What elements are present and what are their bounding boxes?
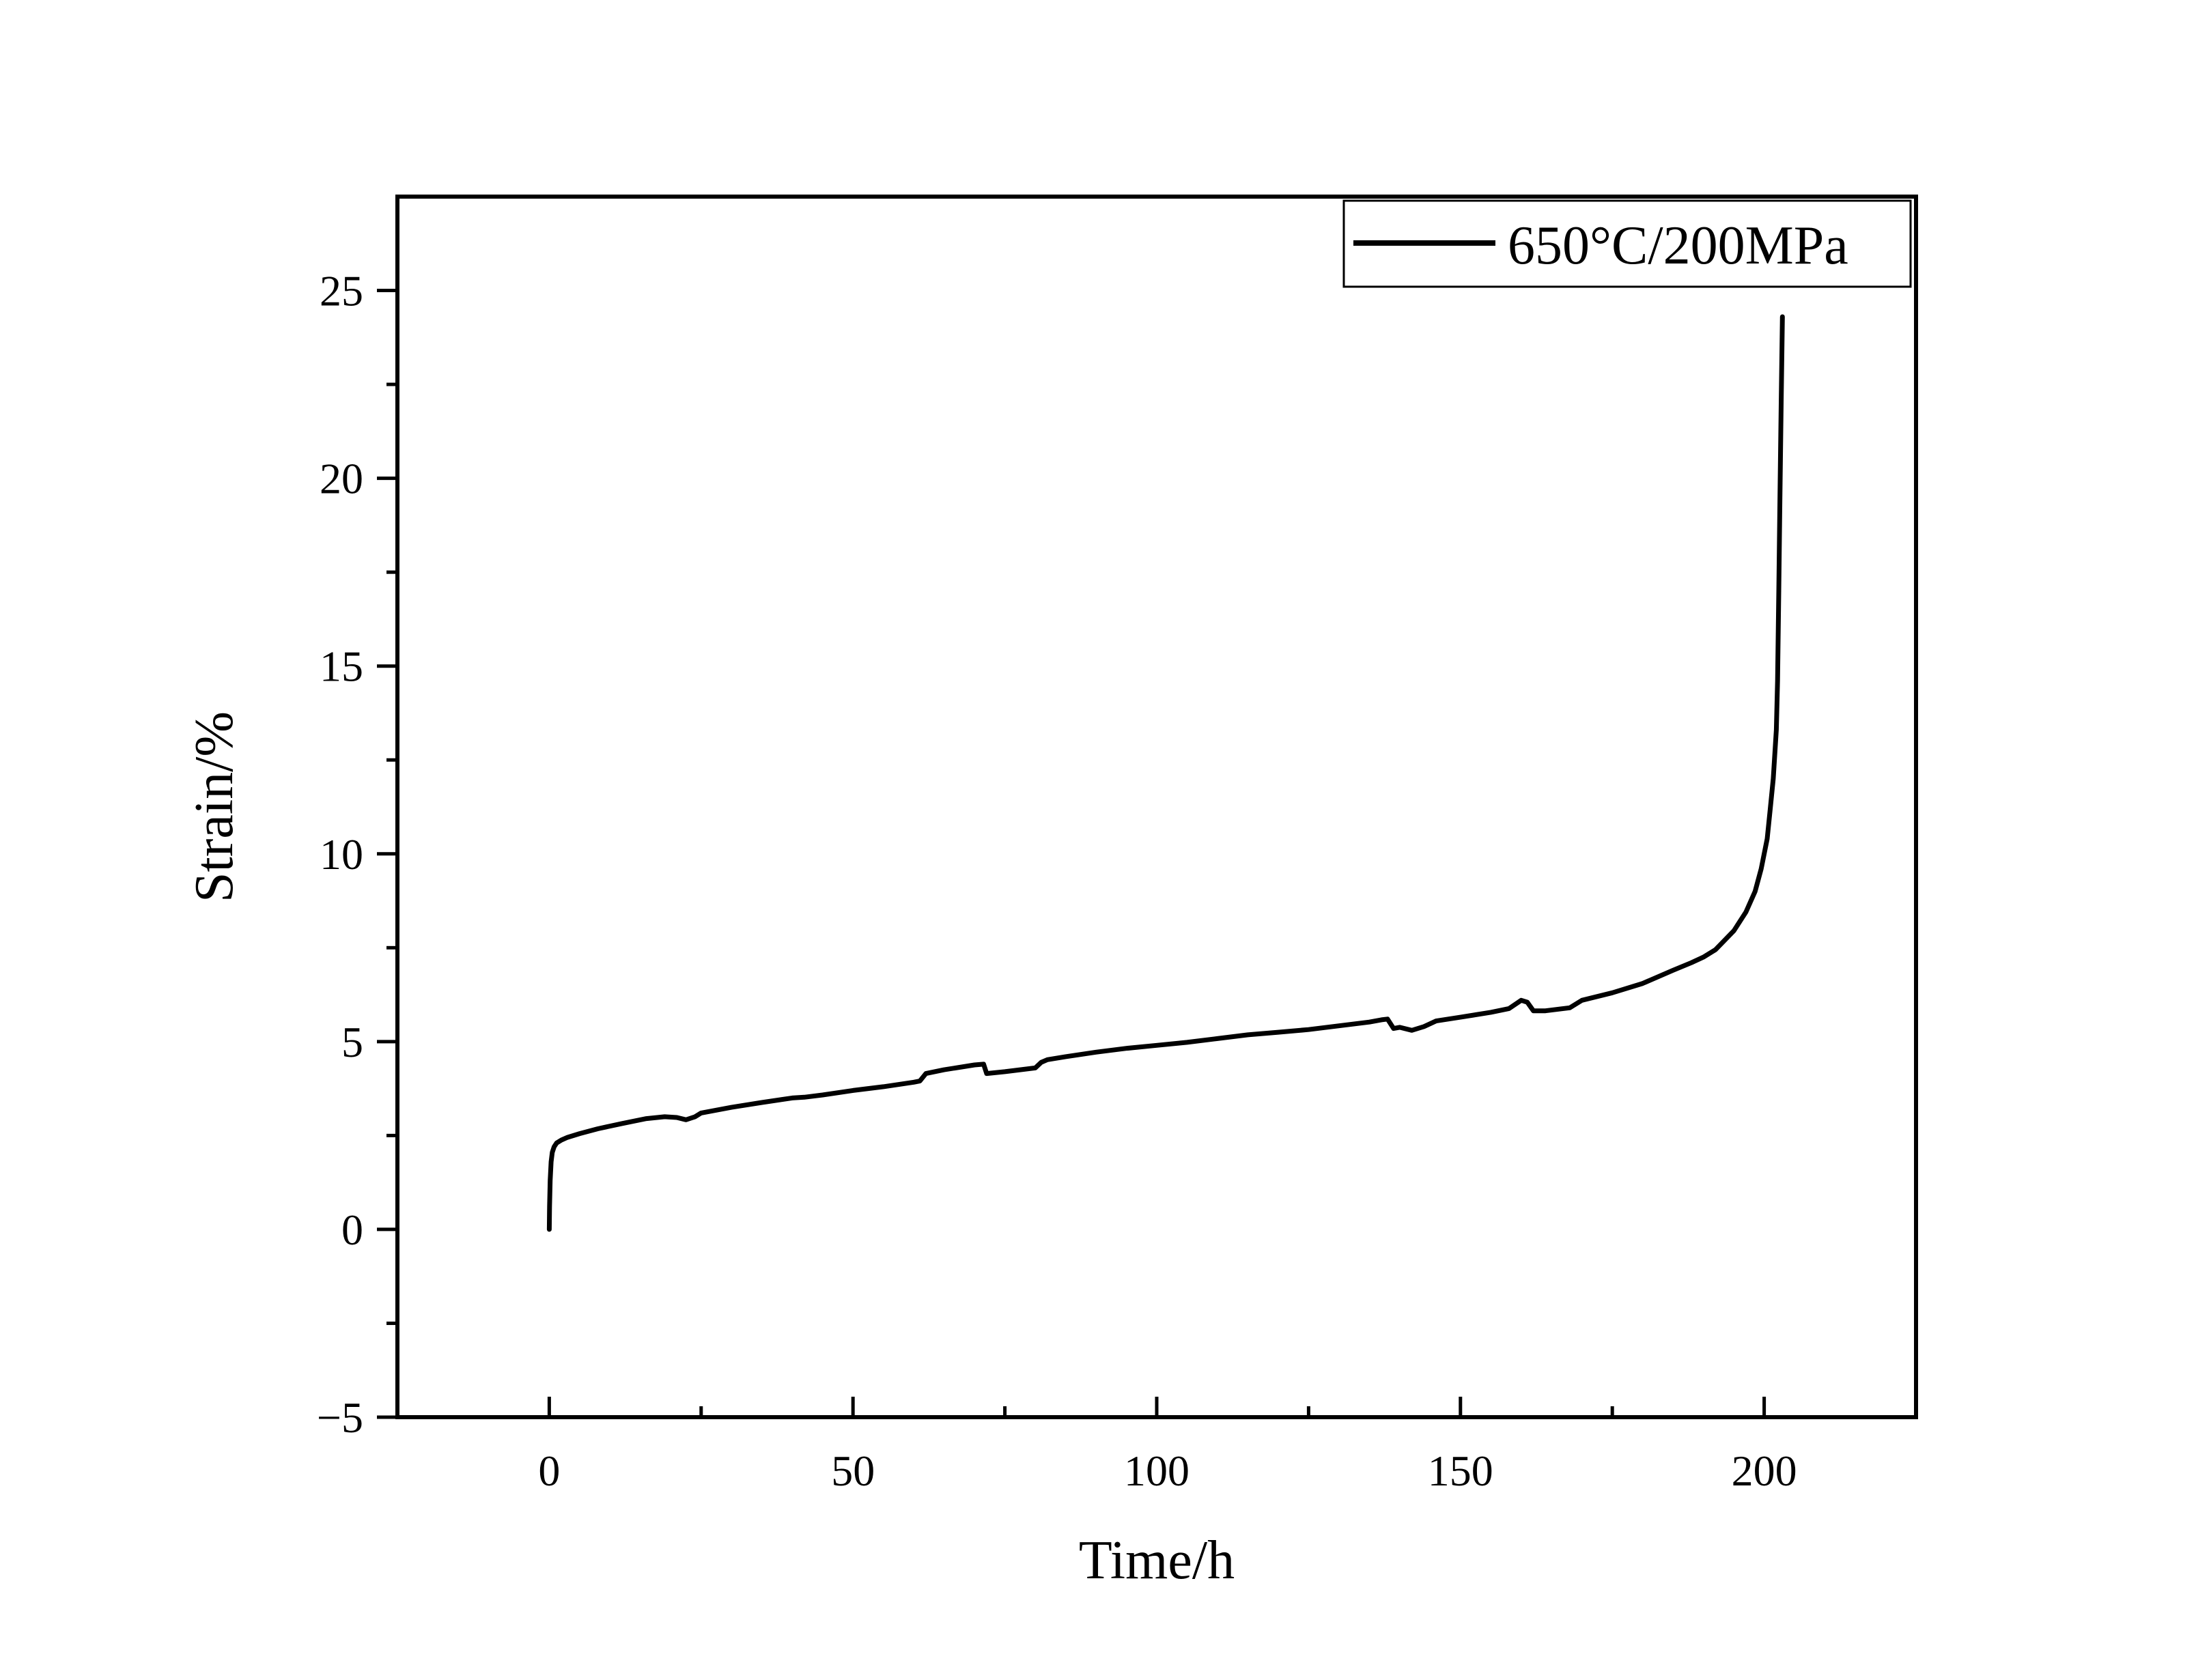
y-tick-label: 10 <box>320 830 363 879</box>
x-tick-label: 100 <box>1124 1447 1190 1495</box>
legend: 650°C/200MPa <box>1342 199 1912 288</box>
y-tick-label: 15 <box>320 642 363 691</box>
y-axis-title: Strain/% <box>184 711 244 902</box>
series-line <box>546 314 1785 1232</box>
x-tick-label: 50 <box>831 1447 875 1495</box>
x-tick-label: 0 <box>538 1447 560 1495</box>
x-tick-label: 150 <box>1428 1447 1493 1495</box>
y-tick-label: 20 <box>320 455 363 503</box>
y-axis-ticks: −5 0 5 10 15 20 25 <box>317 267 397 1442</box>
plot-layer <box>546 314 1785 1232</box>
y-tick-label: 5 <box>341 1018 363 1066</box>
x-tick-label: 200 <box>1732 1447 1797 1495</box>
y-tick-label: −5 <box>317 1393 363 1442</box>
x-axis-ticks: 0 50 100 150 200 <box>538 1397 1797 1495</box>
legend-label: 650°C/200MPa <box>1508 216 1848 276</box>
y-tick-label: 0 <box>341 1206 363 1254</box>
x-axis-title: Time/h <box>1079 1530 1235 1591</box>
plot-frame <box>395 195 1918 1419</box>
y-tick-label: 25 <box>320 267 363 315</box>
